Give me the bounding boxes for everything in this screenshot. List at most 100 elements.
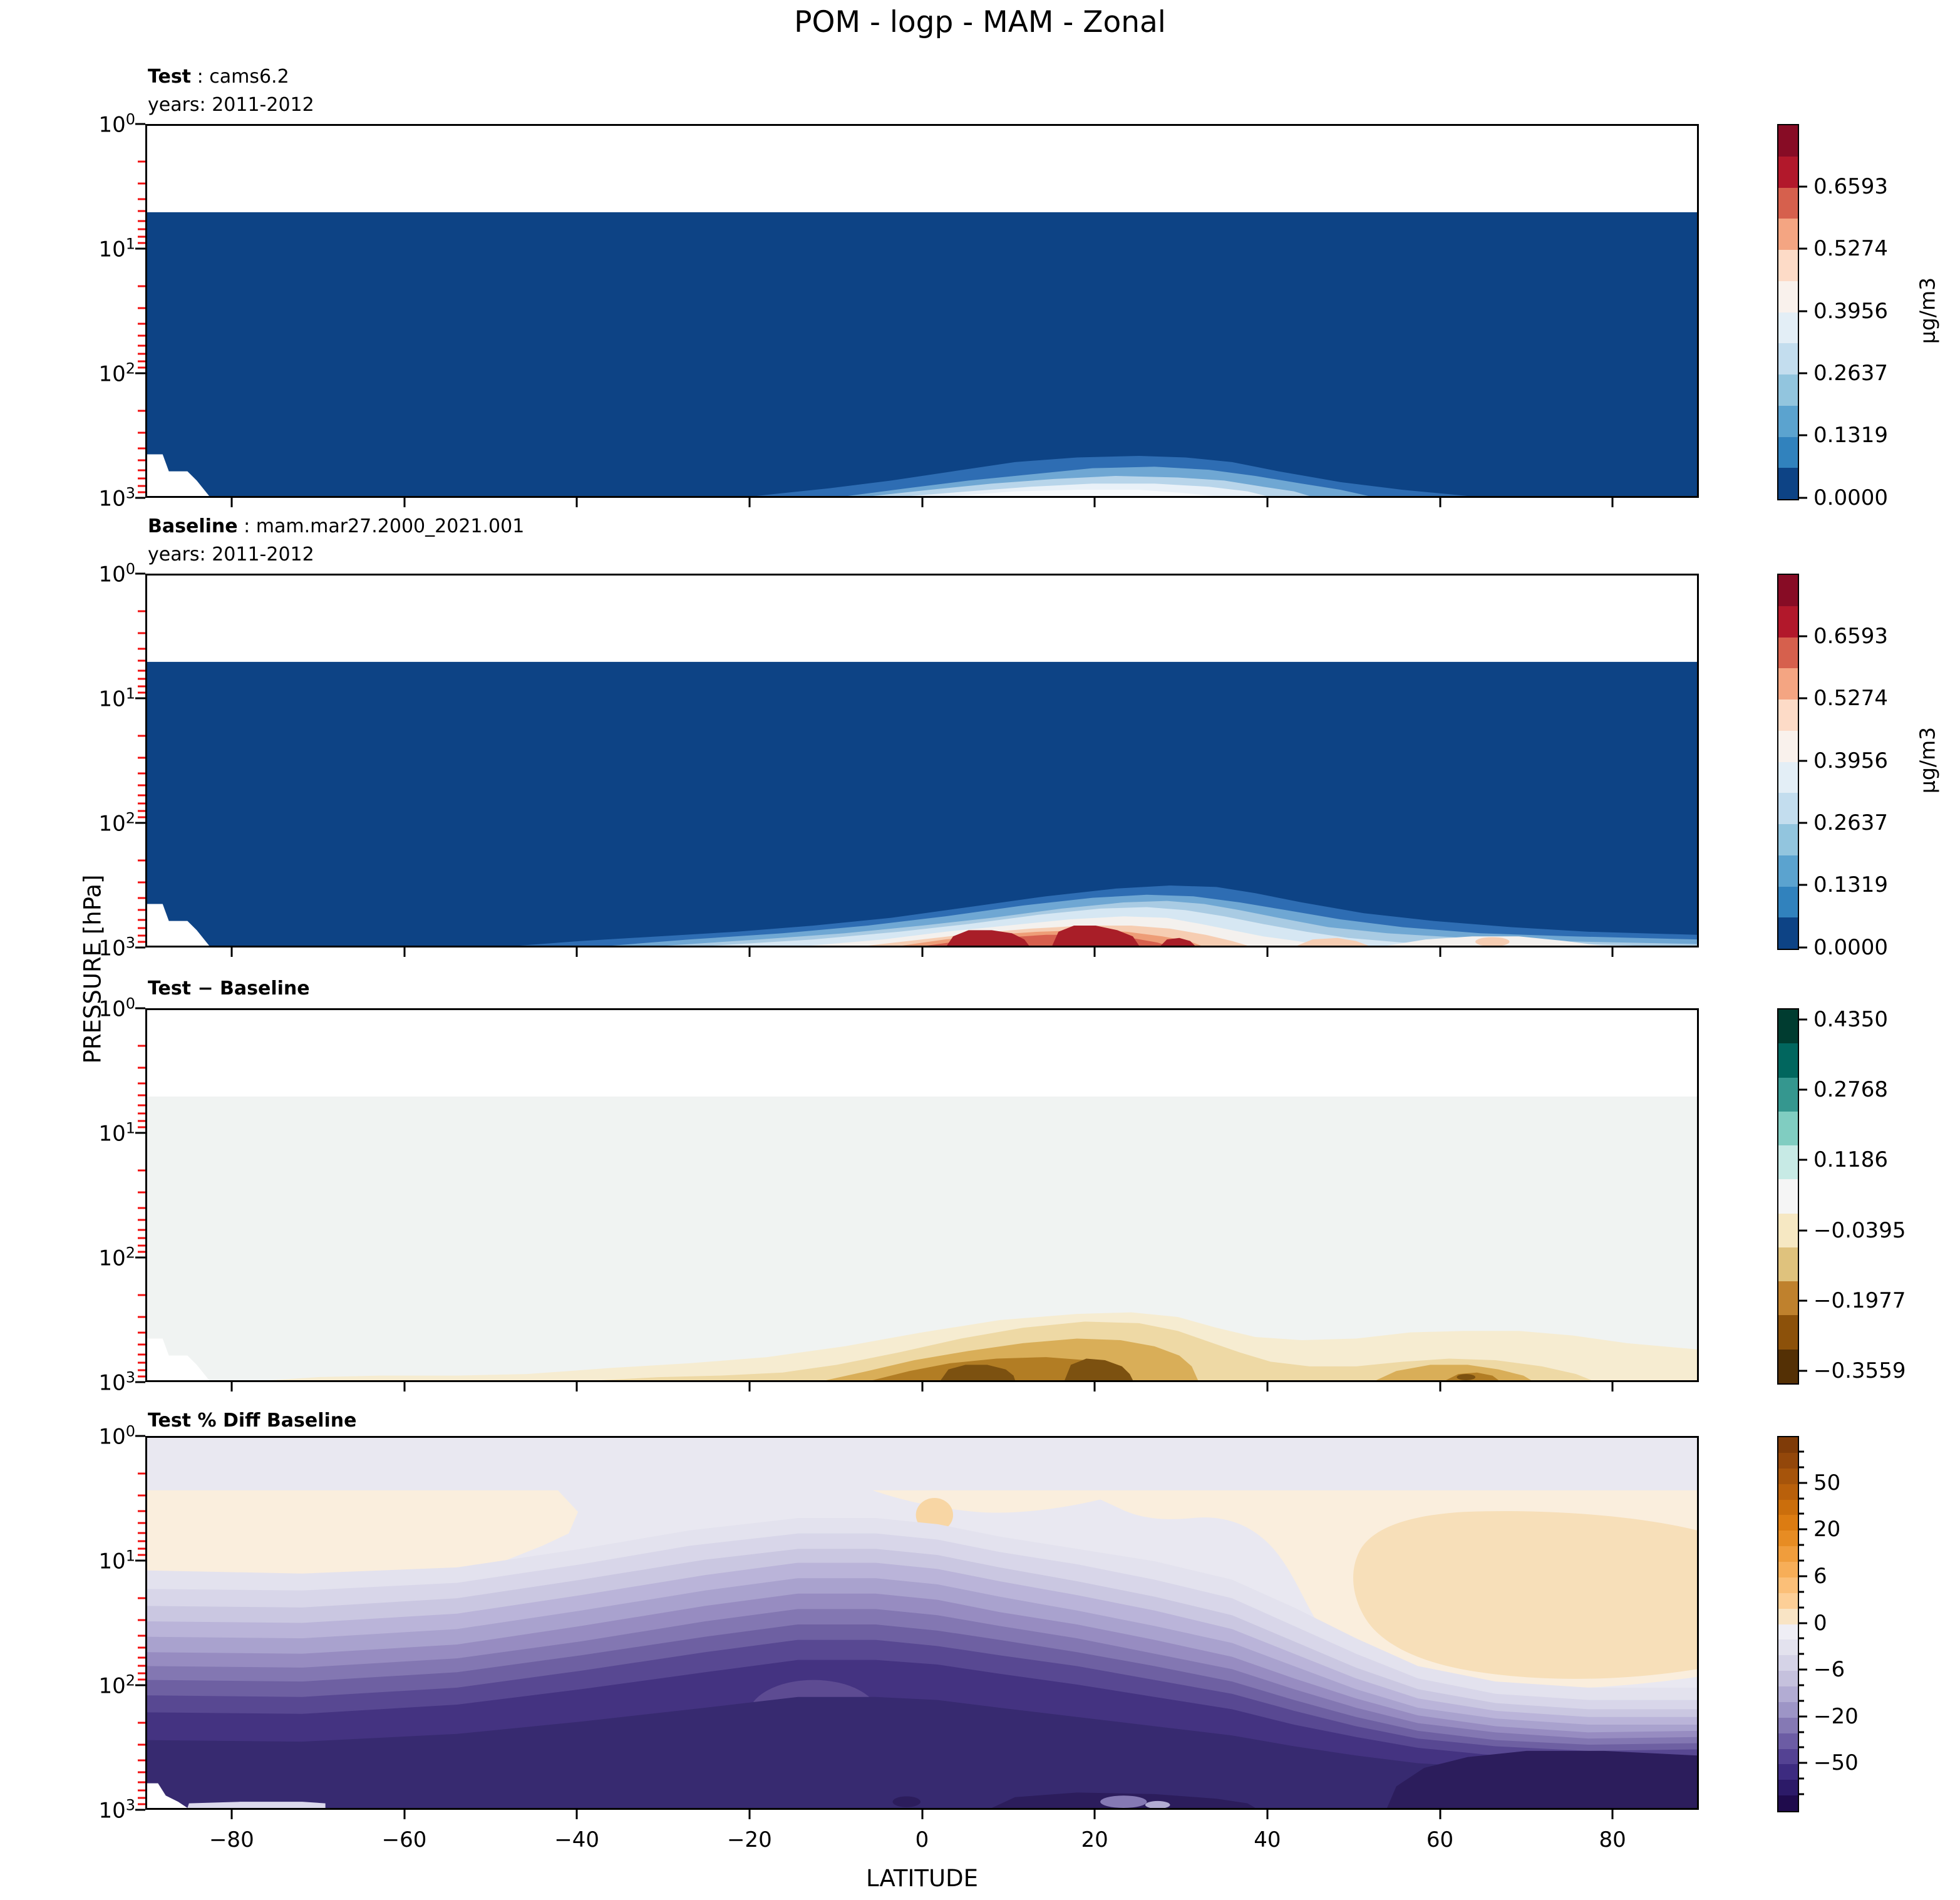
colorbar-segment — [1778, 1608, 1798, 1624]
colorbar-tick-label: −20 — [1813, 1703, 1859, 1729]
colorbar-tick — [1798, 1622, 1807, 1624]
y-tick-label: 103 — [98, 484, 135, 512]
y-minor-tick — [138, 1219, 145, 1221]
y-major-tick — [135, 572, 145, 575]
panel-pctdiff-plot — [145, 1436, 1699, 1810]
y-tick-label: 103 — [98, 1796, 135, 1824]
y-minor-tick — [138, 1237, 145, 1239]
y-minor-tick — [138, 1294, 145, 1296]
colorbar-segment — [1778, 1764, 1798, 1780]
y-minor-tick — [138, 198, 145, 200]
y-axis-label: PRESSURE [hPa] — [79, 874, 106, 1064]
y-minor-tick — [138, 1316, 145, 1318]
y-minor-tick — [138, 1619, 145, 1621]
colorbar-diff — [1777, 1008, 1799, 1385]
x-tick-label: 40 — [1254, 1827, 1281, 1852]
colorbar-tick — [1798, 884, 1807, 886]
y-major-tick — [135, 1381, 145, 1383]
x-tick — [230, 1810, 233, 1819]
colorbar-segment — [1778, 824, 1798, 855]
x-tick — [748, 1382, 751, 1391]
x-tick-label: 0 — [915, 1827, 929, 1852]
y-minor-tick — [138, 1803, 145, 1805]
panel-test-subtitle: Test : cams6.2 years: 2011-2012 — [148, 63, 314, 119]
x-tick — [1093, 498, 1096, 507]
colorbar-segment — [1778, 1452, 1798, 1469]
colorbar-segment — [1778, 606, 1798, 638]
colorbar-minor-tick — [1798, 1544, 1804, 1546]
colorbar-minor-tick — [1798, 1591, 1804, 1593]
colorbar-segment — [1778, 1624, 1798, 1640]
colorbar-tick-label: 0.3956 — [1813, 748, 1888, 773]
colorbar-tick — [1798, 247, 1807, 250]
colorbar-segment — [1778, 436, 1798, 468]
colorbar-segment — [1778, 156, 1798, 188]
x-tick-label: −20 — [726, 1827, 772, 1852]
y-minor-tick — [138, 816, 145, 818]
panel-diff-contour-plot — [147, 1010, 1697, 1380]
x-tick — [921, 1382, 923, 1391]
y-major-tick — [135, 822, 145, 824]
colorbar-segment — [1778, 1655, 1798, 1671]
colorbar-minor-tick — [1798, 1731, 1804, 1733]
x-tick — [921, 498, 923, 507]
y-minor-tick — [138, 1472, 145, 1475]
y-minor-tick — [138, 1656, 145, 1659]
y-minor-tick — [138, 1191, 145, 1194]
y-minor-tick — [138, 285, 145, 287]
y-minor-tick — [138, 1331, 145, 1334]
y-minor-tick — [138, 1207, 145, 1209]
panel-pctdiff-contour-plot — [147, 1438, 1697, 1808]
y-minor-tick — [138, 1646, 145, 1649]
colorbar-tick-label: 0.3956 — [1813, 298, 1888, 324]
colorbar-tick — [1798, 822, 1807, 824]
y-tick-label: 101 — [98, 235, 135, 262]
y-tick-label: 100 — [98, 110, 135, 138]
y-minor-tick — [138, 323, 145, 325]
y-minor-tick — [138, 1665, 145, 1667]
colorbar-tick — [1798, 1370, 1807, 1372]
y-minor-tick — [138, 648, 145, 650]
y-minor-tick — [138, 235, 145, 238]
y-minor-tick — [138, 1781, 145, 1784]
colorbar-segment — [1778, 1349, 1798, 1383]
y-minor-tick — [138, 1066, 145, 1069]
x-tick — [230, 498, 233, 507]
colorbar-tick — [1798, 434, 1807, 436]
panel-pctdiff-subtitle: Test % Diff Baseline — [148, 1407, 357, 1435]
colorbar-segment — [1778, 1009, 1798, 1044]
x-tick-label: 60 — [1426, 1827, 1454, 1852]
colorbar-minor-tick — [1798, 1637, 1804, 1639]
colorbar-tick — [1798, 1229, 1807, 1232]
colorbar-minor-tick — [1798, 1684, 1804, 1686]
panel-baseline-years: years: 2011-2012 — [148, 544, 314, 565]
y-minor-tick — [138, 810, 145, 812]
y-minor-tick — [138, 1120, 145, 1122]
y-minor-tick — [138, 477, 145, 480]
y-minor-tick — [138, 1771, 145, 1774]
y-minor-tick — [138, 794, 145, 797]
y-minor-tick — [138, 459, 145, 462]
colorbar-tick — [1798, 1159, 1807, 1161]
x-tick — [230, 1382, 233, 1391]
colorbar-tick — [1798, 1088, 1807, 1091]
colorbar-segment — [1778, 668, 1798, 700]
x-tick — [403, 498, 405, 507]
x-tick — [748, 947, 751, 957]
y-minor-tick — [138, 1169, 145, 1172]
colorbar-segment — [1778, 1701, 1798, 1718]
panel-test-plot — [145, 124, 1699, 498]
colorbar-segment — [1778, 1780, 1798, 1796]
y-minor-tick — [138, 1343, 145, 1346]
y-minor-tick — [138, 491, 145, 493]
y-minor-tick — [138, 685, 145, 688]
x-tick-label: 80 — [1599, 1827, 1626, 1852]
x-tick — [1266, 498, 1269, 507]
x-tick — [1266, 1382, 1269, 1391]
y-major-tick — [135, 697, 145, 700]
colorbar-segment — [1778, 793, 1798, 824]
y-tick-label: 100 — [98, 560, 135, 587]
colorbar-segment — [1778, 219, 1798, 250]
colorbar-tick — [1798, 1575, 1807, 1577]
x-tick — [1093, 1810, 1096, 1819]
